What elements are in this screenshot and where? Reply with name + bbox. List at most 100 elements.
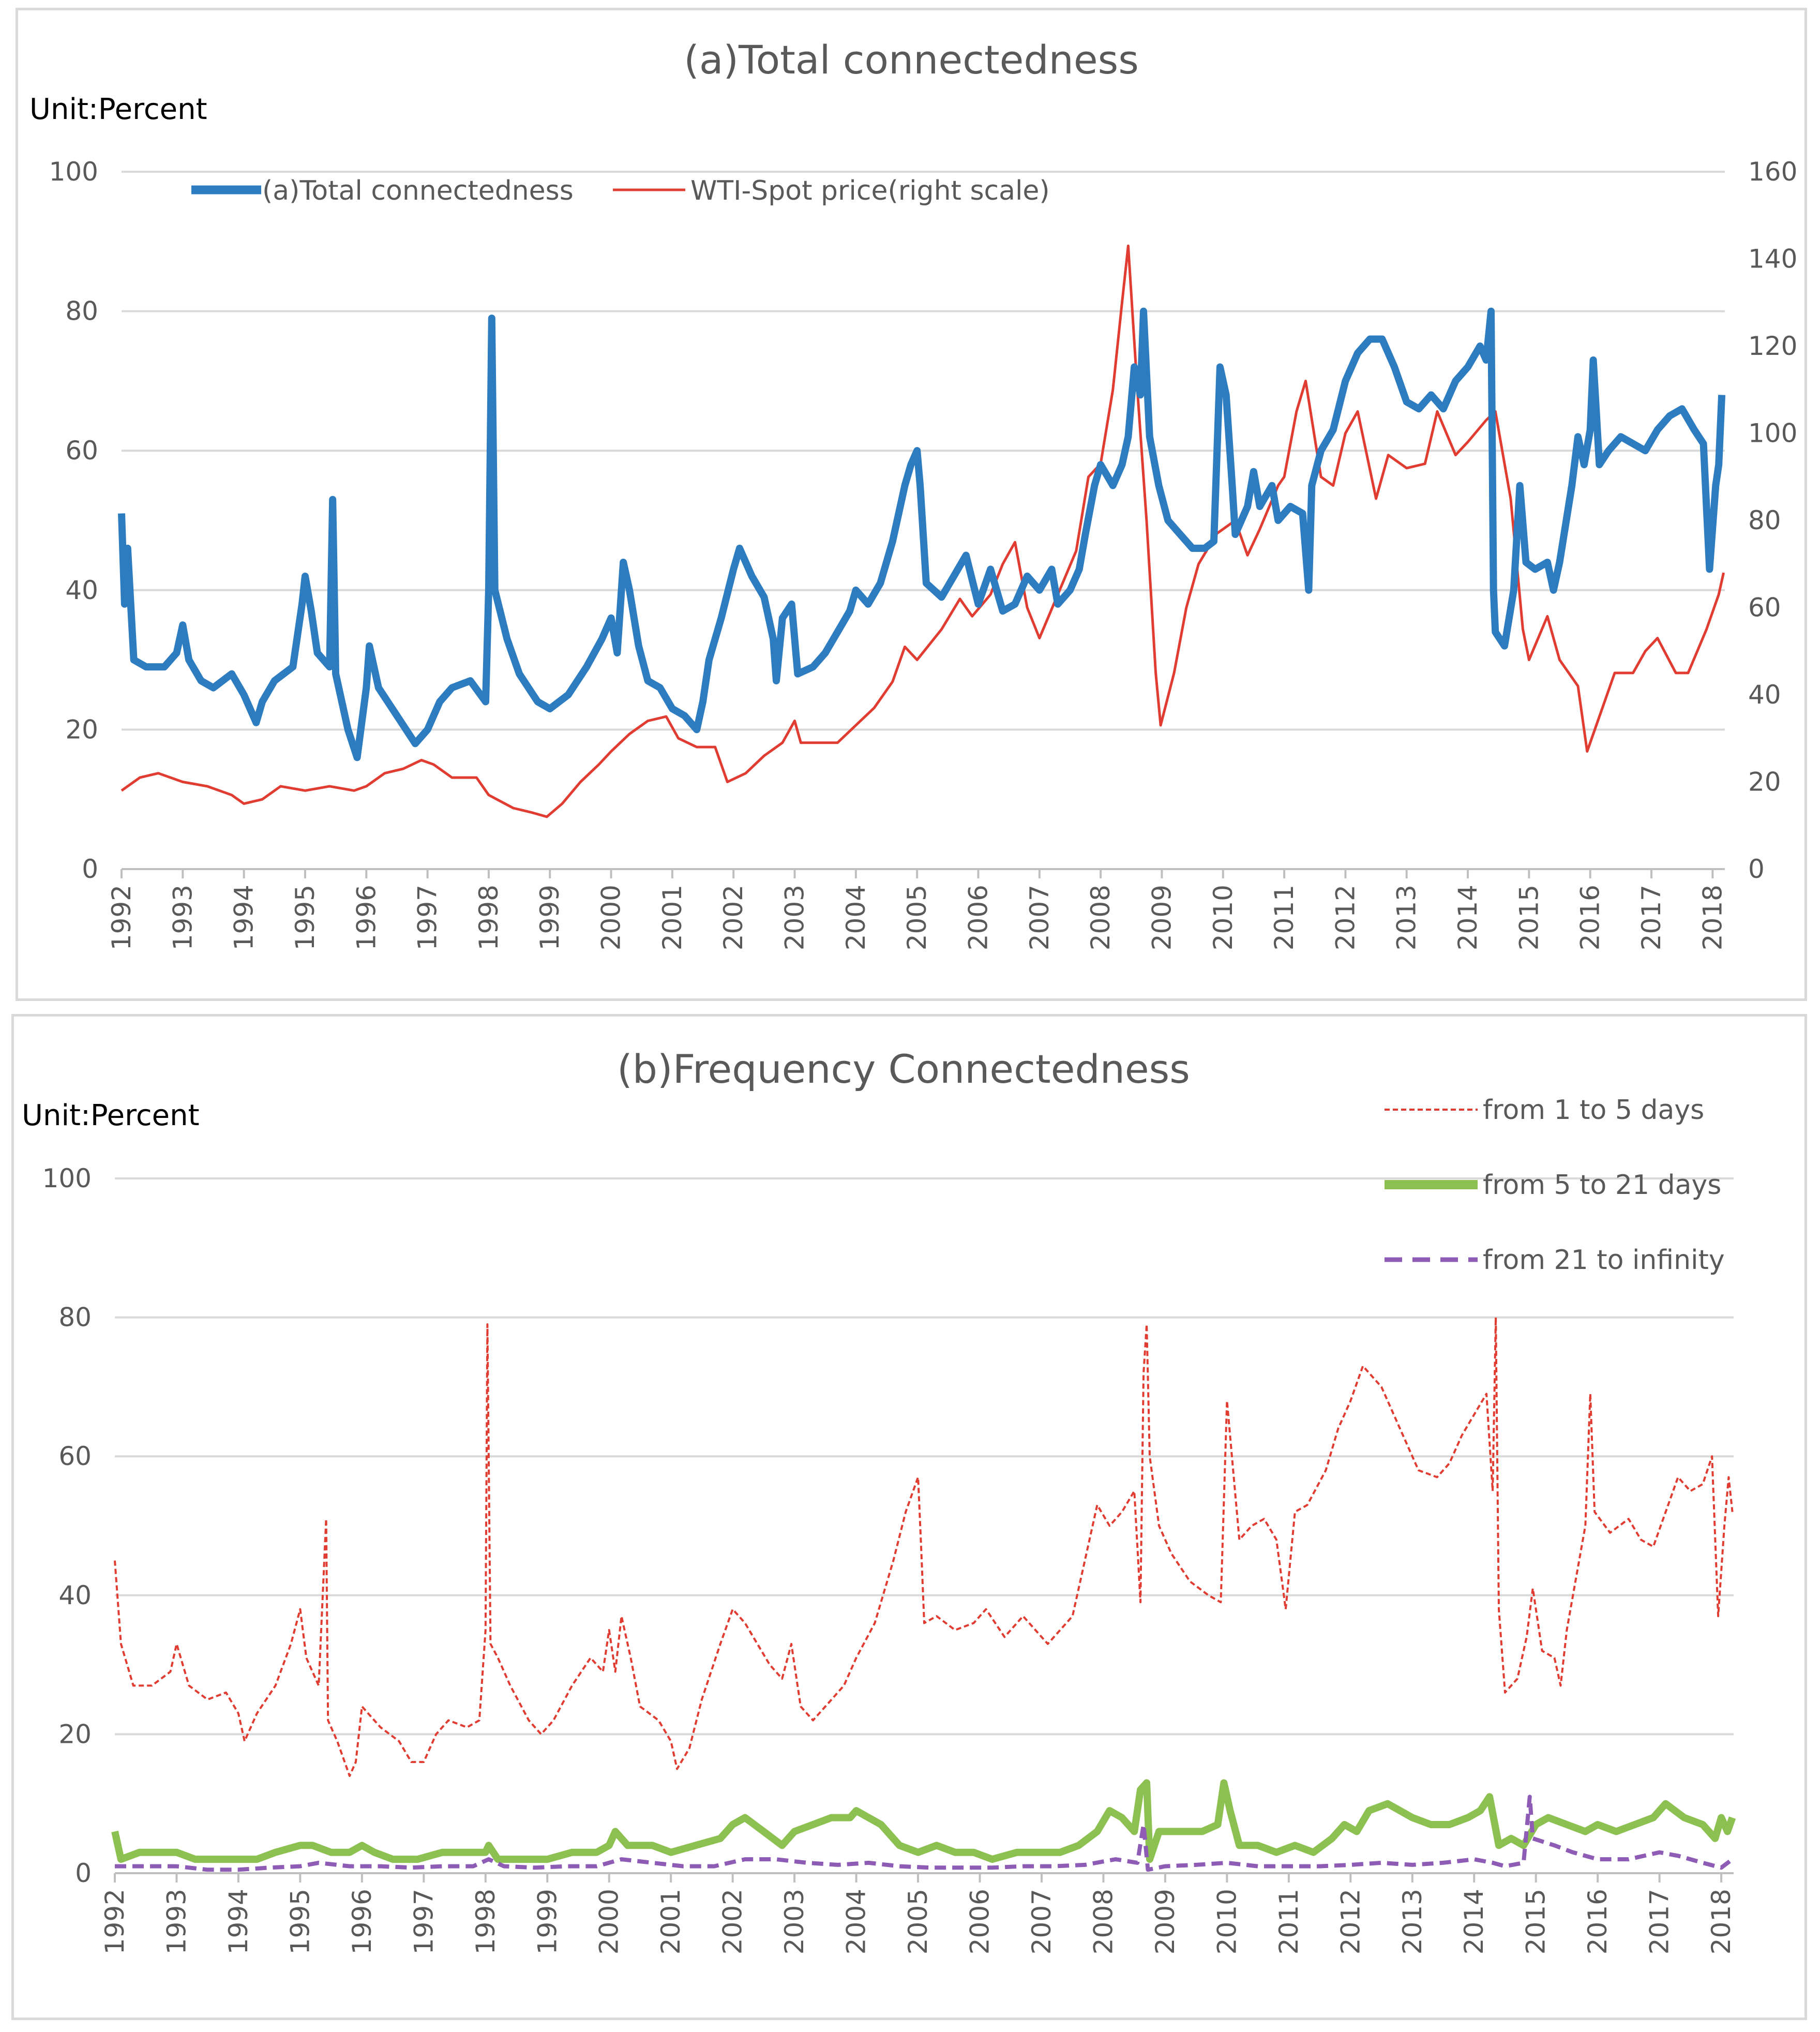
y2-tick-label: 60 (1748, 593, 1781, 623)
y-tick-label: 100 (42, 1163, 92, 1193)
x-tick-label: 2013 (1392, 885, 1422, 950)
y-tick-label: 100 (49, 157, 98, 187)
x-tick-label: 2006 (963, 885, 993, 950)
x-axis-tick-labels: 1992 1993 1994 1995 1996 1997 1998 1999 2000 2001… (107, 885, 1727, 950)
x-tick-label: 1995 (285, 1889, 315, 1954)
x-tick-label: 2000 (596, 885, 626, 950)
x-tick-label: 1994 (223, 1889, 253, 1954)
y2-tick-label: 100 (1748, 419, 1797, 449)
y-tick-label: 60 (65, 436, 98, 466)
x-tick-label: 1995 (290, 885, 320, 950)
x-tick-label: 2014 (1459, 1889, 1489, 1954)
legend-label-21-to-infinity: from 21 to infinity (1483, 1245, 1725, 1276)
x-tick-label: 1993 (161, 1889, 191, 1954)
x-tick-label: 1999 (535, 885, 565, 950)
x-tick-label: 2014 (1453, 885, 1483, 950)
chart-title: (b)Frequency Connectedness (617, 1046, 1190, 1092)
y-tick-label: 80 (65, 296, 98, 326)
x-tick-label: 2009 (1150, 1889, 1180, 1954)
y-tick-label: 0 (82, 854, 98, 884)
x-tick-label: 2017 (1636, 885, 1666, 950)
x-tick-label: 2011 (1269, 885, 1299, 950)
y2-tick-label: 120 (1748, 331, 1797, 361)
series-lines (111, 1316, 1736, 1872)
left-axis-tick-labels: 0 20 40 60 80 100 (49, 157, 98, 884)
x-tick-label: 2010 (1208, 885, 1238, 950)
x-tick-label: 1996 (351, 885, 381, 950)
chart-title: (a)Total connectedness (684, 37, 1139, 83)
legend-label-total-connectedness: (a)Total connectedness (262, 175, 574, 206)
y-axis-tick-labels: 0 20 40 60 80 100 (42, 1163, 92, 1888)
x-tick-label: 2016 (1583, 1889, 1613, 1954)
x-tick-label: 2001 (656, 1889, 686, 1954)
x-tick-label: 2013 (1397, 1889, 1427, 1954)
x-tick-label: 2018 (1697, 885, 1727, 950)
y2-tick-label: 140 (1748, 244, 1797, 274)
x-tick-label: 1997 (413, 885, 443, 950)
x-tick-label: 1998 (474, 885, 504, 950)
x-tick-label: 1999 (532, 1889, 562, 1954)
x-tick-label: 2002 (718, 885, 748, 950)
y2-tick-label: 20 (1748, 767, 1781, 797)
legend-label-wti-spot-price: WTI-Spot price(right scale) (690, 175, 1050, 206)
legend: from 1 to 5 days from 5 to 21 days from … (1385, 1095, 1725, 1276)
x-tick-label: 1998 (471, 1889, 501, 1954)
unit-label: Unit:Percent (29, 93, 207, 126)
total-connectedness-chart: (a)Total connectedness Unit:Percent 0 20 4… (29, 37, 1797, 950)
legend-label-1-to-5-days: from 1 to 5 days (1483, 1095, 1704, 1126)
x-tick-label: 2009 (1147, 885, 1177, 950)
x-tick-label: 2006 (965, 1889, 995, 1954)
gridlines (114, 1177, 1734, 1882)
x-tick-label: 2004 (841, 885, 871, 950)
series-line-21-to-infinity (115, 1795, 1734, 1872)
x-tick-label: 2012 (1330, 885, 1360, 950)
y-tick-label: 20 (65, 714, 98, 744)
y-tick-label: 60 (58, 1441, 92, 1471)
x-tick-label: 2018 (1706, 1889, 1736, 1954)
x-tick-label: 2003 (780, 885, 810, 950)
x-tick-label: 2004 (841, 1889, 871, 1954)
y2-tick-label: 160 (1748, 157, 1797, 187)
y2-tick-label: 0 (1748, 854, 1765, 884)
x-tick-label: 1993 (168, 885, 198, 950)
x-tick-label: 2007 (1025, 885, 1055, 950)
y-tick-label: 40 (65, 575, 98, 605)
right-axis-tick-labels: 0 20 40 60 80 100 120 140 160 (1748, 157, 1797, 884)
x-tick-label: 2005 (903, 1889, 933, 1954)
y-tick-label: 40 (58, 1580, 92, 1610)
x-tick-label: 2015 (1514, 885, 1544, 950)
x-tick-label: 2011 (1274, 1889, 1304, 1954)
x-tick-label: 2015 (1521, 1889, 1551, 1954)
x-tick-label: 2008 (1088, 1889, 1118, 1954)
x-tick-label: 1994 (229, 885, 259, 950)
y-tick-label: 20 (58, 1719, 92, 1749)
series-line-total-connectedness (118, 307, 1726, 761)
x-tick-label: 2001 (657, 885, 687, 950)
x-tick-label: 2016 (1575, 885, 1605, 950)
y-tick-label: 0 (75, 1858, 92, 1888)
chart-panel-a: (a)Total connectedness Unit:Percent 0 20 4… (16, 8, 1807, 1001)
x-tick-label: 2012 (1335, 1889, 1365, 1954)
legend-label-5-to-21-days: from 5 to 21 days (1483, 1170, 1721, 1201)
x-tick-label: 2010 (1212, 1889, 1242, 1954)
series-lines (118, 244, 1726, 818)
x-tick-label: 2003 (779, 1889, 809, 1954)
unit-label: Unit:Percent (22, 1099, 200, 1132)
frequency-connectedness-chart: (b)Frequency Connectedness Unit:Percent … (22, 1046, 1736, 1954)
x-tick-label: 2008 (1086, 885, 1116, 950)
x-tick-label: 1996 (347, 1889, 377, 1954)
x-tick-label: 2005 (902, 885, 932, 950)
gridlines (121, 171, 1725, 878)
legend: (a)Total connectedness WTI-Spot price(ri… (191, 175, 1050, 206)
x-tick-label: 2002 (718, 1889, 748, 1954)
x-tick-label: 2000 (594, 1889, 624, 1954)
x-tick-label: 2007 (1027, 1889, 1057, 1954)
x-tick-label: 1992 (100, 1889, 130, 1954)
chart-panel-b: (b)Frequency Connectedness Unit:Percent … (11, 1014, 1807, 2020)
y2-tick-label: 80 (1748, 505, 1781, 535)
series-line-5-to-21-days (111, 1779, 1736, 1863)
series-line-1-to-5-days (114, 1316, 1734, 1777)
y2-tick-label: 40 (1748, 680, 1781, 710)
x-tick-label: 2017 (1645, 1889, 1675, 1954)
x-tick-label: 1997 (409, 1889, 439, 1954)
